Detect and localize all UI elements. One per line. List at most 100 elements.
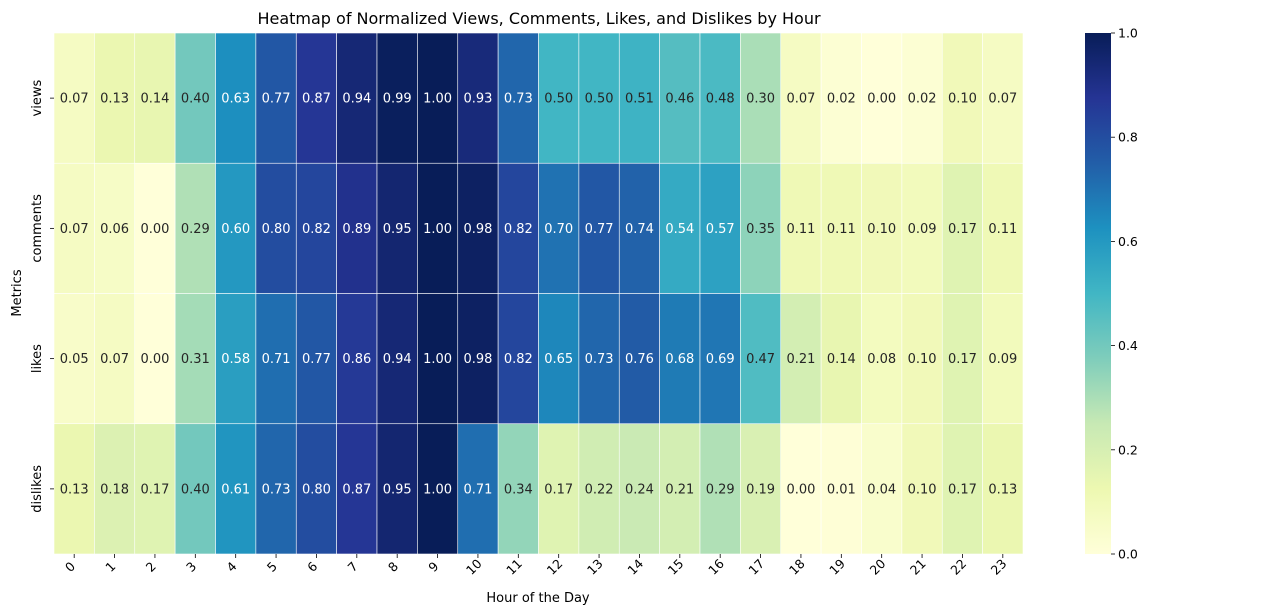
heatmap-cell <box>295 293 337 425</box>
heatmap-cell <box>94 423 136 555</box>
heatmap-cell <box>215 423 257 555</box>
x-tick-label: 8 <box>385 559 401 575</box>
heatmap-cell <box>134 162 176 294</box>
cell-value-label: 0.04 <box>867 482 896 497</box>
heatmap-cell <box>336 293 378 425</box>
heatmap-cell <box>618 423 660 555</box>
y-tick-label: likes <box>30 344 45 373</box>
heatmap-cell <box>659 162 701 294</box>
cell-value-label: 0.82 <box>504 352 533 367</box>
cell-value-label: 0.89 <box>342 222 371 237</box>
heatmap-cell <box>659 293 701 425</box>
cell-value-label: 0.02 <box>908 92 937 107</box>
cell-value-label: 0.22 <box>585 482 614 497</box>
cell-value-label: 0.77 <box>302 352 331 367</box>
colorbar-tick-label: 0.0 <box>1118 547 1138 562</box>
cell-value-label: 0.68 <box>665 352 694 367</box>
heatmap-cell <box>618 32 660 164</box>
heatmap-cell <box>53 32 95 164</box>
x-tick-label: 12 <box>544 556 566 578</box>
cell-value-label: 0.11 <box>786 222 815 237</box>
heatmap-cell <box>941 32 983 164</box>
x-tick-label: 1 <box>102 559 118 575</box>
cell-value-label: 0.82 <box>504 222 533 237</box>
heatmap-cell <box>780 293 822 425</box>
cell-value-label: 0.18 <box>100 482 129 497</box>
heatmap-cell <box>538 162 580 294</box>
y-axis-label: Metrics <box>10 269 25 316</box>
heatmap-cell <box>780 423 822 555</box>
heatmap-cell <box>659 423 701 555</box>
heatmap-cell <box>255 423 297 555</box>
heatmap-cell <box>820 32 862 164</box>
cell-value-label: 0.40 <box>181 482 210 497</box>
heatmap-cell <box>901 293 943 425</box>
heatmap-cell <box>94 32 136 164</box>
heatmap-cell <box>376 423 418 555</box>
colorbar-tick-label: 0.6 <box>1118 234 1138 249</box>
heatmap-cell <box>538 423 580 555</box>
heatmap-cell <box>215 293 257 425</box>
cell-value-label: 0.29 <box>181 222 210 237</box>
x-tick-label: 23 <box>988 556 1010 578</box>
cell-value-label: 0.13 <box>100 92 129 107</box>
cell-value-label: 0.95 <box>383 222 412 237</box>
cell-value-label: 0.31 <box>181 352 210 367</box>
heatmap-cell <box>820 423 862 555</box>
heatmap-cell <box>94 293 136 425</box>
heatmap-cell <box>820 293 862 425</box>
cell-value-label: 0.57 <box>706 222 735 237</box>
cell-value-label: 0.06 <box>100 222 129 237</box>
heatmap-cell <box>376 293 418 425</box>
cell-value-label: 0.07 <box>786 92 815 107</box>
cell-value-label: 0.00 <box>140 222 169 237</box>
chart-title: Heatmap of Normalized Views, Comments, L… <box>257 9 821 28</box>
cell-value-label: 0.34 <box>504 482 533 497</box>
cell-value-label: 0.80 <box>262 222 291 237</box>
cell-value-label: 0.58 <box>221 352 250 367</box>
heatmap-cell <box>457 162 499 294</box>
colorbar-tick-label: 0.2 <box>1118 442 1138 457</box>
cell-value-label: 0.99 <box>383 92 412 107</box>
heatmap-cell <box>497 32 539 164</box>
heatmap-cell-labels: 0.07 0.13 0.14 0.40 0.63 0.77 0.87 0.94 0.99 1.00… <box>60 92 1018 498</box>
cell-value-label: 0.10 <box>867 222 896 237</box>
x-tick-label: 18 <box>786 556 808 578</box>
cell-value-label: 0.69 <box>706 352 735 367</box>
cell-value-label: 0.54 <box>665 222 694 237</box>
cell-value-label: 0.21 <box>786 352 815 367</box>
colorbar-tick-label: 0.4 <box>1118 338 1138 353</box>
heatmap-cell <box>982 423 1024 555</box>
heatmap-cell <box>740 162 782 294</box>
x-tick-label: 17 <box>745 556 767 578</box>
cell-value-label: 0.95 <box>383 482 412 497</box>
heatmap-cell <box>740 32 782 164</box>
cell-value-label: 0.08 <box>867 352 896 367</box>
y-tick-label: dislikes <box>30 465 45 513</box>
cell-value-label: 0.65 <box>544 352 573 367</box>
heatmap-cell <box>780 32 822 164</box>
x-tick-label: 13 <box>584 556 606 578</box>
colorbar-tick-label: 0.8 <box>1118 130 1138 145</box>
x-tick-label: 2 <box>143 559 159 575</box>
colorbar-gradient <box>1085 33 1111 554</box>
x-tick-label: 0 <box>62 559 78 575</box>
cell-value-label: 0.73 <box>585 352 614 367</box>
cell-value-label: 0.94 <box>383 352 412 367</box>
colorbar-tick-label: 1.0 <box>1118 26 1138 41</box>
x-tick-label: 19 <box>826 556 848 578</box>
cell-value-label: 0.01 <box>827 482 856 497</box>
heatmap-cell <box>618 162 660 294</box>
heatmap-cell <box>497 423 539 555</box>
heatmap-cell <box>780 162 822 294</box>
cell-value-label: 0.71 <box>262 352 291 367</box>
x-tick-label: 22 <box>947 556 969 578</box>
x-axis-ticks: 0 1 2 3 4 5 6 7 8 9 10 11 12 13 14 15 16 17 18 19 20 21 22 23 <box>62 554 1010 578</box>
heatmap-cell <box>578 423 620 555</box>
heatmap-cell <box>457 423 499 555</box>
heatmap-cell <box>901 32 943 164</box>
x-axis-label: Hour of the Day <box>486 591 590 606</box>
heatmap-cell <box>659 32 701 164</box>
cell-value-label: 0.87 <box>342 482 371 497</box>
